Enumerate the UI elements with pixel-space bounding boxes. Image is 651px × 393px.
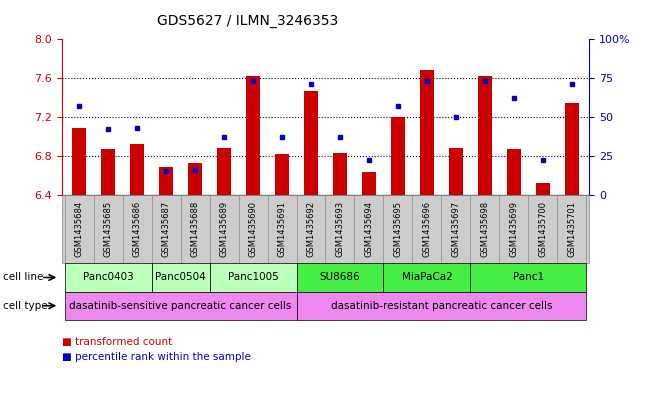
Text: GDS5627 / ILMN_3246353: GDS5627 / ILMN_3246353 xyxy=(157,14,338,28)
Text: cell type: cell type xyxy=(3,301,48,311)
Text: Panc1005: Panc1005 xyxy=(228,272,279,283)
Text: Panc1: Panc1 xyxy=(513,272,544,283)
Bar xyxy=(333,153,347,195)
Bar xyxy=(506,149,521,195)
Text: GSM1435689: GSM1435689 xyxy=(219,201,229,257)
Bar xyxy=(564,103,579,195)
Text: GSM1435700: GSM1435700 xyxy=(538,201,547,257)
Text: GSM1435686: GSM1435686 xyxy=(133,201,142,257)
Bar xyxy=(362,172,376,195)
Text: GSM1435691: GSM1435691 xyxy=(277,201,286,257)
Text: GSM1435697: GSM1435697 xyxy=(451,201,460,257)
Text: cell line: cell line xyxy=(3,272,44,283)
Text: MiaPaCa2: MiaPaCa2 xyxy=(402,272,452,283)
Bar xyxy=(188,163,202,195)
Text: GSM1435698: GSM1435698 xyxy=(480,201,490,257)
Text: GSM1435685: GSM1435685 xyxy=(104,201,113,257)
Bar xyxy=(449,148,463,195)
Bar xyxy=(72,128,87,195)
Text: GSM1435684: GSM1435684 xyxy=(75,201,84,257)
Text: Panc0504: Panc0504 xyxy=(155,272,206,283)
Bar xyxy=(217,148,231,195)
Text: dasatinib-resistant pancreatic cancer cells: dasatinib-resistant pancreatic cancer ce… xyxy=(331,301,552,311)
Bar xyxy=(420,70,434,195)
Text: GSM1435688: GSM1435688 xyxy=(191,201,200,257)
Bar xyxy=(246,76,260,195)
Bar xyxy=(536,183,550,195)
Bar xyxy=(391,117,405,195)
Text: GSM1435699: GSM1435699 xyxy=(509,201,518,257)
Text: SU8686: SU8686 xyxy=(320,272,360,283)
Text: GSM1435696: GSM1435696 xyxy=(422,201,432,257)
Bar xyxy=(101,149,115,195)
Bar xyxy=(275,154,289,195)
Text: GSM1435694: GSM1435694 xyxy=(365,201,374,257)
Bar xyxy=(159,167,173,195)
Text: dasatinib-sensitive pancreatic cancer cells: dasatinib-sensitive pancreatic cancer ce… xyxy=(70,301,292,311)
Text: GSM1435695: GSM1435695 xyxy=(393,201,402,257)
Bar xyxy=(478,76,492,195)
Text: GSM1435701: GSM1435701 xyxy=(567,201,576,257)
Text: GSM1435693: GSM1435693 xyxy=(335,201,344,257)
Bar xyxy=(130,144,145,195)
Bar xyxy=(304,91,318,195)
Text: ■ transformed count: ■ transformed count xyxy=(62,336,172,347)
Text: GSM1435690: GSM1435690 xyxy=(249,201,258,257)
Text: ■ percentile rank within the sample: ■ percentile rank within the sample xyxy=(62,352,251,362)
Text: GSM1435692: GSM1435692 xyxy=(307,201,316,257)
Text: Panc0403: Panc0403 xyxy=(83,272,133,283)
Text: GSM1435687: GSM1435687 xyxy=(161,201,171,257)
